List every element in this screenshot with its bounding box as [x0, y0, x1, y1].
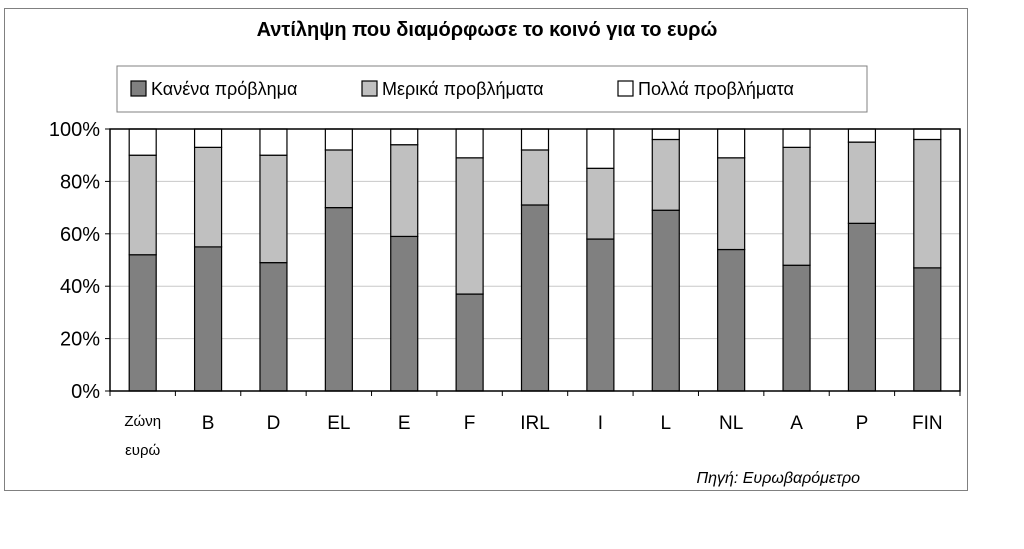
bar-segment — [782, 264, 811, 392]
x-tick-label: A — [790, 413, 803, 434]
bar-segment — [651, 209, 680, 392]
bar-segment — [913, 267, 942, 392]
bar-segment — [520, 128, 550, 151]
bar-segment — [259, 262, 288, 392]
x-tick-label: IRL — [520, 413, 550, 434]
bar-segment — [390, 144, 419, 238]
bar-segment — [717, 157, 746, 251]
legend-label: Κανένα πρόβλημα — [151, 79, 297, 99]
legend-swatch — [361, 80, 378, 97]
bar-segment — [520, 204, 550, 392]
bar-segment — [782, 146, 811, 266]
legend-swatch — [130, 80, 147, 97]
plot-border — [109, 128, 961, 392]
x-tick-label: I — [598, 413, 603, 434]
x-axis: Ζώνη ευρώ B D EL E F IRL I L NL A P FIN — [109, 391, 961, 459]
bar-segment — [390, 128, 419, 146]
y-tick-label: 60% — [60, 224, 100, 246]
bar-segment — [717, 248, 746, 392]
bar-segment — [782, 128, 811, 148]
bar-segment — [193, 146, 223, 248]
legend-swatch — [617, 80, 634, 97]
chart-frame: Αντίληψη που διαμόρφωσε το κοινό για το … — [4, 8, 968, 491]
y-tick-label: 80% — [60, 171, 100, 193]
bar-segment — [520, 149, 550, 206]
x-tick-label: D — [267, 413, 281, 434]
y-tick-label: 100% — [49, 119, 100, 141]
bar-segment — [651, 138, 680, 211]
bar-segment — [913, 128, 942, 141]
x-tick-label: EL — [327, 413, 350, 434]
bar-segment — [847, 222, 877, 392]
x-tick-label: NL — [719, 413, 743, 434]
legend-label: Μερικά προβλήματα — [382, 79, 544, 99]
bar-segment — [455, 128, 484, 159]
bar-segment — [259, 154, 288, 264]
bar-segment — [128, 154, 157, 256]
y-axis: 0% 20% 40% 60% 80% 100% — [49, 119, 110, 403]
x-tick-label: L — [660, 413, 671, 434]
bar-segment — [390, 235, 419, 392]
bar-segment — [324, 128, 353, 151]
bar-segment — [586, 167, 615, 240]
source-note: Πηγή: Ευρωβαρόμετρο — [696, 470, 860, 487]
bar-segment — [586, 128, 615, 169]
x-tick-label: E — [398, 413, 411, 434]
bar-segment — [128, 128, 157, 156]
bar-segment — [586, 238, 615, 392]
bar-segment — [455, 293, 484, 392]
bar-segment — [717, 128, 746, 159]
bar-segment — [847, 128, 877, 143]
x-tick-label: B — [202, 413, 215, 434]
bar-segment — [259, 128, 288, 156]
bar-segment — [193, 128, 223, 148]
x-tick-label: P — [856, 413, 869, 434]
bar-segment — [847, 141, 877, 224]
legend: Κανένα πρόβλημα Μερικά προβλήματα Πολλά πρ… — [116, 65, 868, 113]
y-tick-label: 20% — [60, 329, 100, 351]
bar-segment — [324, 149, 353, 209]
y-tick-label: 0% — [71, 381, 100, 403]
x-tick-label: FIN — [912, 413, 943, 434]
x-tick-label: ευρώ — [125, 442, 160, 459]
x-tick-label: Ζώνη — [124, 413, 161, 430]
legend-box — [116, 65, 868, 113]
bar-segment — [651, 128, 680, 141]
x-tick-label: F — [464, 413, 476, 434]
chart-title: Αντίληψη που διαμόρφωσε το κοινό για το … — [257, 19, 718, 41]
bars — [128, 128, 942, 392]
bar-segment — [913, 138, 942, 269]
bar-segment — [128, 254, 157, 392]
bar-segment — [324, 207, 353, 392]
y-tick-label: 40% — [60, 276, 100, 298]
plot-area — [109, 128, 961, 392]
chart-svg: Αντίληψη που διαμόρφωσε το κοινό για το … — [49, 19, 961, 487]
legend-label: Πολλά προβλήματα — [638, 79, 794, 99]
bar-segment — [455, 157, 484, 295]
bar-segment — [193, 246, 223, 392]
